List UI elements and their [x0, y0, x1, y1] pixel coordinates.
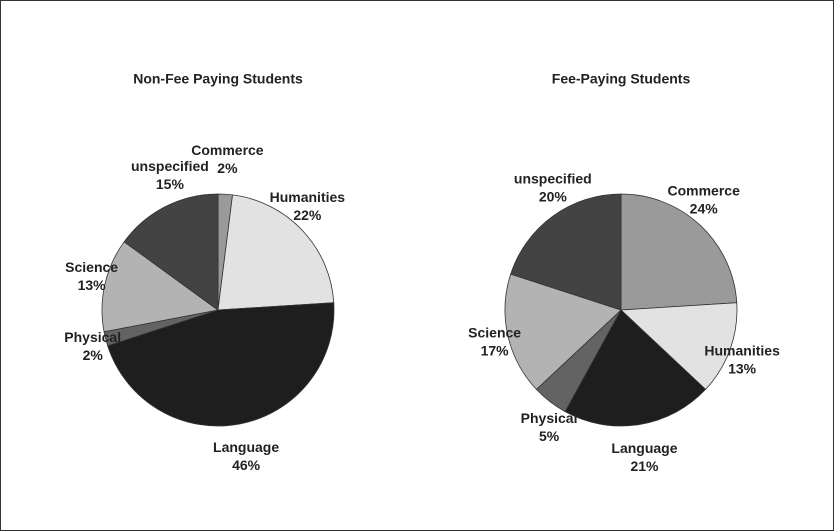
- slice-label: Language: [213, 439, 279, 455]
- slice-label: Physical: [64, 329, 121, 345]
- pie-slice: [620, 193, 738, 311]
- slice-value-label: 5%: [539, 428, 560, 444]
- slice-label: Science: [468, 324, 521, 340]
- slice-label: Language: [611, 440, 677, 456]
- slice-label: Commerce: [667, 182, 740, 198]
- slice-value-label: 13%: [78, 277, 107, 293]
- slice-value-label: 22%: [293, 207, 322, 223]
- slice-value-label: 13%: [728, 361, 757, 377]
- slice-label: Science: [65, 259, 118, 275]
- pie-slice: [510, 193, 622, 311]
- slice-label: Humanities: [704, 343, 780, 359]
- slice-label: unspecified: [514, 170, 592, 186]
- chart-title: Non-Fee Paying Students: [133, 71, 303, 87]
- slice-value-label: 15%: [156, 176, 185, 192]
- slice-value-label: 24%: [690, 200, 719, 216]
- pie-slice: [504, 273, 622, 390]
- slice-label: Humanities: [270, 189, 346, 205]
- slice-value-label: 21%: [630, 458, 659, 474]
- slice-value-label: 17%: [481, 342, 510, 358]
- slice-label: Physical: [521, 410, 578, 426]
- pie-slice: [107, 302, 335, 427]
- pie-slice: [101, 241, 219, 333]
- slice-value-label: 20%: [539, 188, 568, 204]
- pie-slice: [123, 193, 219, 311]
- slice-value-label: 2%: [83, 347, 104, 363]
- slice-label: unspecified: [131, 158, 209, 174]
- pie-slice: [620, 302, 738, 390]
- pie-slice: [217, 194, 335, 311]
- slice-label: Commerce: [191, 142, 264, 158]
- slice-value-label: 2%: [217, 160, 238, 176]
- chart-title: Fee-Paying Students: [552, 71, 691, 87]
- slice-value-label: 46%: [232, 457, 261, 473]
- pie-slice: [564, 309, 707, 427]
